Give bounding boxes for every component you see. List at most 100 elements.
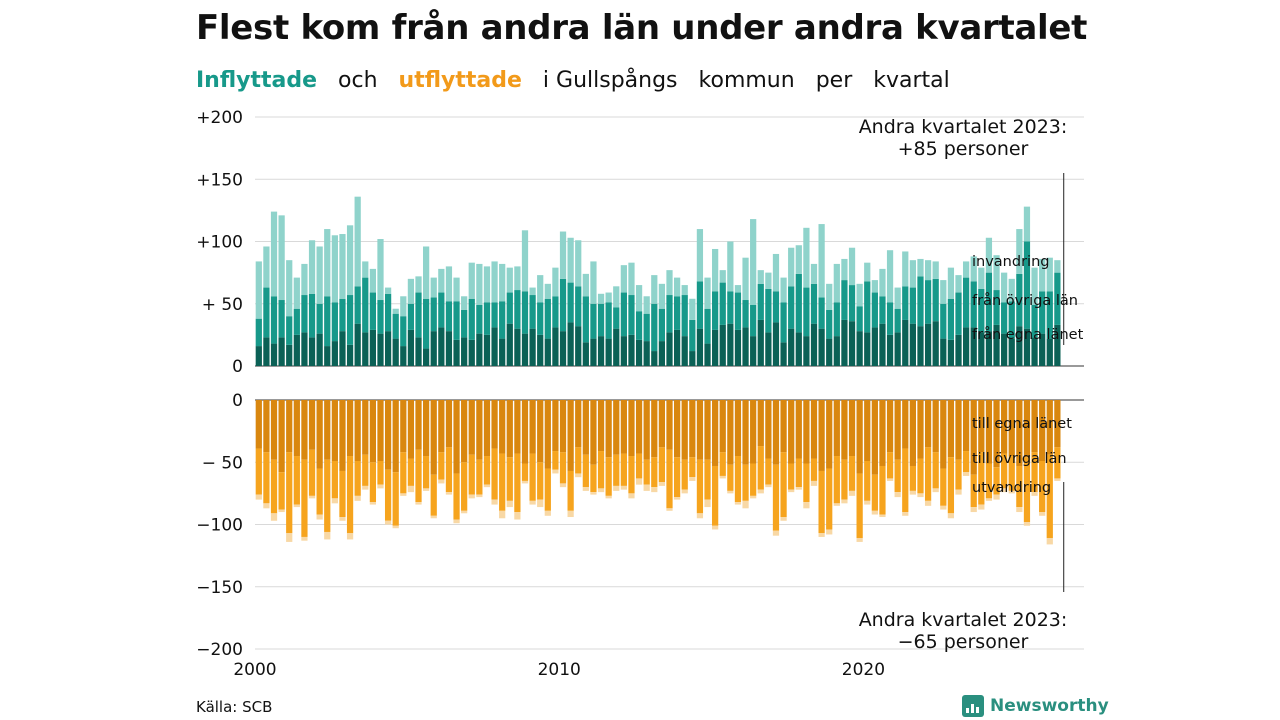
bar-out-1	[529, 453, 536, 501]
bar-in-1	[651, 303, 658, 352]
bar-out-0	[483, 400, 491, 457]
bar-out-2	[1054, 478, 1061, 481]
bar-out-1	[286, 452, 293, 534]
bar-in-0	[658, 341, 666, 366]
x-tick-label: 2010	[538, 660, 581, 680]
bar-in-2	[514, 266, 521, 291]
bar-in-0	[909, 323, 916, 366]
bar-out-2	[826, 529, 833, 535]
bar-in-1	[924, 280, 932, 324]
bar-in-0	[879, 323, 886, 366]
bar-in-1	[308, 293, 316, 338]
bar-out-0	[978, 400, 985, 453]
bar-in-1	[582, 296, 589, 343]
bar-in-0	[377, 333, 384, 366]
bar-in-1	[270, 296, 278, 344]
bar-out-2	[438, 479, 445, 484]
bar-in-2	[384, 287, 392, 294]
bar-out-0	[727, 400, 734, 465]
bar-in-2	[666, 270, 673, 296]
bar-out-0	[1031, 400, 1038, 453]
bar-out-0	[1039, 400, 1046, 462]
bar-out-2	[651, 487, 658, 493]
bar-in-2	[704, 277, 711, 309]
bar-out-1	[841, 459, 848, 500]
bar-in-0	[597, 336, 605, 366]
bar-out-2	[263, 503, 270, 509]
bar-out-1	[1001, 453, 1008, 489]
bar-in-1	[430, 297, 437, 332]
bar-in-0	[430, 331, 437, 366]
subtitle-utflyttade: utflyttade	[398, 68, 522, 93]
bar-out-0	[772, 400, 780, 465]
bar-in-1	[970, 281, 977, 328]
bar-in-2	[346, 225, 354, 296]
bar-in-2	[430, 277, 437, 298]
bar-in-2	[286, 260, 293, 317]
bar-out-2	[955, 489, 962, 495]
bar-out-0	[346, 400, 354, 457]
bar-in-2	[993, 255, 1000, 291]
bar-in-1	[750, 304, 757, 337]
bar-out-2	[727, 490, 734, 494]
bar-in-0	[354, 323, 361, 366]
bar-out-1	[559, 452, 567, 484]
y-tick-label-bottom: −200	[196, 640, 243, 660]
bar-in-1	[864, 281, 871, 333]
bar-out-1	[658, 447, 666, 483]
bar-out-2	[909, 490, 916, 495]
bar-out-1	[879, 465, 886, 515]
bar-in-2	[491, 261, 498, 303]
bar-out-0	[993, 400, 1000, 468]
bar-in-1	[590, 303, 597, 339]
bar-in-1	[894, 308, 901, 333]
bar-out-1	[430, 474, 437, 516]
bar-out-0	[575, 400, 582, 448]
bar-in-2	[628, 262, 635, 296]
bar-out-1	[795, 458, 802, 488]
bar-out-2	[985, 498, 993, 501]
subtitle-inflyttade: Inflyttade	[196, 68, 318, 93]
bar-in-1	[658, 308, 666, 342]
bar-in-0	[1008, 338, 1015, 366]
bar-in-2	[263, 246, 270, 288]
bar-in-2	[864, 262, 871, 282]
bar-out-0	[255, 400, 262, 449]
bar-in-0	[415, 337, 422, 366]
bar-in-1	[1016, 273, 1023, 327]
bar-in-0	[902, 319, 909, 366]
bar-in-2	[970, 256, 977, 282]
bar-out-2	[605, 495, 612, 499]
bar-in-1	[575, 286, 582, 327]
bar-out-0	[871, 400, 878, 475]
bar-out-2	[620, 485, 627, 490]
bar-out-0	[643, 400, 650, 460]
bar-in-0	[620, 336, 627, 366]
bar-out-2	[704, 499, 711, 508]
bar-out-0	[400, 400, 407, 453]
bar-in-2	[369, 268, 377, 293]
bar-in-1	[788, 286, 795, 329]
bar-out-2	[772, 530, 780, 536]
bar-in-0	[278, 337, 285, 366]
bar-out-0	[689, 400, 696, 458]
bar-out-0	[491, 400, 498, 449]
bar-in-2	[658, 283, 666, 309]
bar-out-0	[377, 400, 384, 462]
bar-in-0	[712, 329, 719, 366]
bar-out-1	[1016, 465, 1023, 508]
bar-in-1	[841, 280, 848, 320]
bar-out-1	[962, 451, 970, 473]
bar-out-1	[544, 468, 551, 511]
bar-out-2	[818, 533, 825, 537]
bar-in-0	[423, 348, 430, 366]
bar-out-0	[544, 400, 551, 469]
bar-out-1	[445, 447, 453, 493]
bar-out-1	[651, 457, 658, 488]
bar-out-1	[818, 470, 825, 534]
bar-in-1	[795, 273, 802, 333]
bar-in-1	[1001, 302, 1008, 334]
bar-out-0	[810, 400, 818, 459]
bar-out-1	[681, 459, 688, 490]
bar-in-0	[1023, 328, 1031, 366]
